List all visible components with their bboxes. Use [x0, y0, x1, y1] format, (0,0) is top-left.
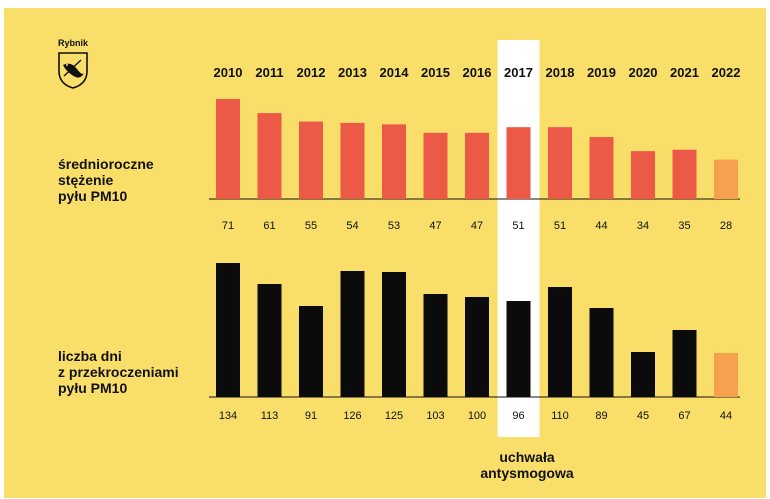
pm10-bar [216, 99, 240, 199]
days-bar [465, 297, 489, 397]
days-value-label: 125 [385, 410, 403, 422]
pm10-value-label: 47 [471, 220, 483, 232]
year-tick-label: 2021 [670, 65, 699, 80]
caption-line: antysmogowa [480, 465, 574, 481]
days-bar [589, 308, 614, 397]
pm10-bar [382, 124, 406, 199]
days-series-label: liczba dni z przekroczeniami pyłu PM10 [58, 348, 179, 396]
days-value-label: 91 [305, 410, 317, 422]
pm10-bar [589, 137, 614, 199]
days-value-label: 89 [595, 410, 607, 422]
year-tick-label: 2017 [504, 65, 533, 80]
pm10-bar [257, 113, 282, 199]
pm10-value-label: 51 [512, 220, 524, 232]
pm10-bar [299, 121, 323, 199]
year-tick-label: 2016 [463, 65, 492, 80]
days-value-label: 134 [219, 410, 237, 422]
year-tick-label: 2019 [587, 65, 616, 80]
pm10-label-line: średnioroczne [58, 156, 154, 172]
pm10-value-label: 34 [637, 220, 649, 232]
pm10-value-label: 47 [429, 220, 441, 232]
year-tick-label: 2012 [297, 65, 326, 80]
days-value-label: 67 [678, 410, 690, 422]
rybnik-logo: Rybnik [48, 38, 98, 94]
pm10-bar [423, 132, 448, 199]
pm10-bar [465, 132, 489, 199]
pm10-value-label: 55 [305, 220, 317, 232]
pm10-value-label: 71 [222, 220, 234, 232]
days-value-label: 103 [426, 410, 444, 422]
pm10-value-label: 54 [346, 220, 358, 232]
days-bar [340, 271, 365, 397]
year-tick-label: 2015 [421, 65, 450, 80]
days-value-label: 96 [512, 410, 524, 422]
pm10-chart: 2010 2011 2012 2013 2014 2015 2016 2017 2018 2019… [209, 40, 741, 437]
days-bar [506, 301, 531, 397]
days-label-line: z przekroczeniami [58, 364, 179, 380]
days-bar [548, 287, 572, 397]
days-value-label: 113 [261, 410, 279, 422]
year-tick-label: 2014 [380, 65, 410, 80]
pm10-value-label: 44 [595, 220, 607, 232]
year-tick-label: 2020 [629, 65, 658, 80]
pm10-bar [548, 127, 572, 199]
pm10-value-label: 61 [263, 220, 275, 232]
year-tick-label: 2022 [712, 65, 741, 80]
days-bar [672, 330, 697, 397]
coat-of-arms-icon [58, 52, 88, 89]
days-bar [423, 294, 448, 397]
pm10-bar [714, 159, 738, 199]
days-bar [216, 263, 240, 397]
pm10-bar [340, 122, 365, 199]
days-bar [299, 306, 323, 397]
pm10-bar [631, 151, 655, 199]
caption-line: uchwała [499, 449, 555, 465]
logo-text: Rybnik [57, 38, 88, 48]
pm10-series-label: średnioroczne stężenie pyłu PM10 [58, 156, 154, 204]
year-tick-label: 2011 [255, 65, 283, 80]
pm10-bar [506, 127, 531, 199]
pm10-value-label: 51 [554, 220, 566, 232]
days-label-line: pyłu PM10 [58, 380, 128, 396]
highlight-caption: uchwała antysmogowa [472, 449, 582, 481]
days-value-label: 100 [468, 410, 486, 422]
pm10-bar [672, 149, 697, 199]
days-label-line: liczba dni [58, 348, 122, 364]
year-tick-label: 2010 [214, 65, 243, 80]
days-value-label: 44 [720, 410, 732, 422]
pm10-value-label: 53 [388, 220, 400, 232]
year-tick-label: 2018 [546, 65, 575, 80]
days-value-label: 45 [637, 410, 649, 422]
pm10-value-label: 28 [720, 220, 732, 232]
pm10-label-line: stężenie [58, 172, 114, 188]
days-value-label: 110 [551, 410, 569, 422]
pm10-value-label: 35 [678, 220, 690, 232]
days-bar [382, 272, 406, 397]
days-bar [714, 353, 738, 397]
days-bar [631, 352, 655, 397]
pm10-label-line: pyłu PM10 [58, 188, 128, 204]
year-tick-label: 2013 [338, 65, 367, 80]
days-value-label: 126 [343, 410, 361, 422]
days-bar [257, 284, 282, 397]
infographic: Rybnik 2010 2011 2012 2013 2014 2015 2016 2017 2… [4, 8, 766, 498]
